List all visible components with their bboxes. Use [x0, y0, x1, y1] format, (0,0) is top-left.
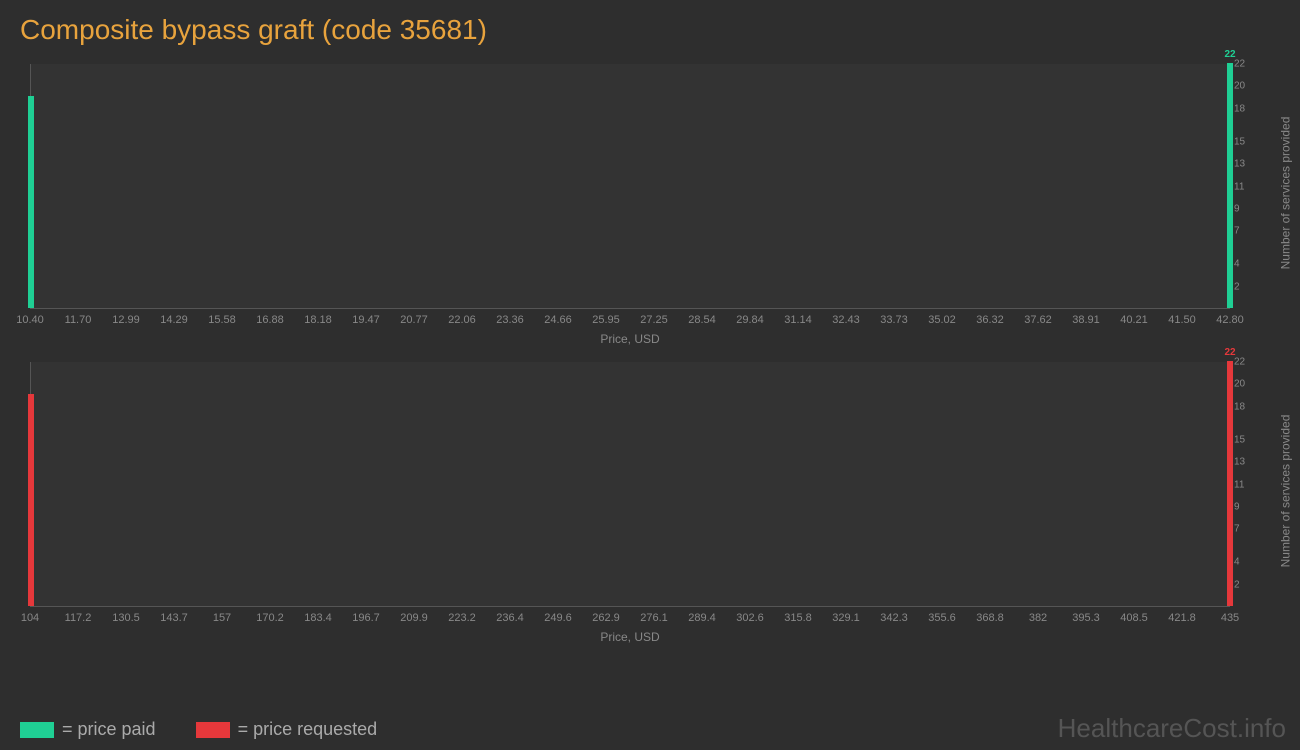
- y-tick: 2: [1234, 579, 1240, 590]
- x-tick: 289.4: [688, 612, 716, 624]
- bar: 22: [1227, 63, 1233, 308]
- x-tick: 183.4: [304, 612, 332, 624]
- x-tick: 196.7: [352, 612, 380, 624]
- x-tick: 38.91: [1072, 314, 1100, 326]
- bar: [28, 394, 34, 606]
- x-tick: 10.40: [16, 314, 44, 326]
- y-tick: 9: [1234, 501, 1240, 512]
- x-tick: 36.32: [976, 314, 1004, 326]
- x-tick: 27.25: [640, 314, 668, 326]
- charts-container: 2210.4011.7012.9914.2915.5816.8818.1819.…: [0, 64, 1300, 652]
- bar: 22: [1227, 361, 1233, 606]
- x-tick: 329.1: [832, 612, 860, 624]
- bar: [28, 96, 34, 308]
- x-tick: 41.50: [1168, 314, 1196, 326]
- y-tick: 18: [1234, 401, 1245, 412]
- chart-1: 22104117.2130.5143.7157170.2183.4196.720…: [30, 362, 1230, 652]
- x-axis-label: Price, USD: [30, 332, 1230, 346]
- x-tick: 18.18: [304, 314, 332, 326]
- y-ticks: 2479111315182022: [1234, 362, 1258, 607]
- y-tick: 11: [1234, 181, 1244, 192]
- x-tick: 143.7: [160, 612, 188, 624]
- x-tick: 32.43: [832, 314, 860, 326]
- x-tick: 29.84: [736, 314, 764, 326]
- x-tick: 355.6: [928, 612, 956, 624]
- x-axis-label: Price, USD: [30, 630, 1230, 644]
- x-tick: 302.6: [736, 612, 764, 624]
- y-tick: 18: [1234, 103, 1245, 114]
- x-tick: 315.8: [784, 612, 812, 624]
- x-tick: 117.2: [65, 612, 92, 624]
- x-tick: 236.4: [496, 612, 524, 624]
- y-tick: 22: [1234, 357, 1245, 368]
- x-tick: 209.9: [400, 612, 428, 624]
- x-tick: 23.36: [496, 314, 524, 326]
- x-tick: 130.5: [112, 612, 140, 624]
- legend-swatch-requested: [196, 722, 230, 738]
- y-tick: 20: [1234, 379, 1245, 390]
- x-tick: 15.58: [208, 314, 236, 326]
- x-tick: 24.66: [544, 314, 572, 326]
- x-tick: 382: [1029, 612, 1047, 624]
- y-tick: 7: [1234, 226, 1240, 237]
- x-tick: 408.5: [1120, 612, 1148, 624]
- x-ticks: 104117.2130.5143.7157170.2183.4196.7209.…: [30, 612, 1230, 626]
- x-tick: 42.80: [1216, 314, 1244, 326]
- y-tick: 22: [1234, 59, 1245, 70]
- x-tick: 28.54: [688, 314, 716, 326]
- watermark: HealthcareCost.info: [1058, 713, 1286, 744]
- y-tick: 15: [1234, 136, 1245, 147]
- y-tick: 15: [1234, 434, 1245, 445]
- x-tick: 395.3: [1072, 612, 1100, 624]
- x-tick: 342.3: [880, 612, 908, 624]
- x-tick: 25.95: [592, 314, 620, 326]
- x-tick: 368.8: [976, 612, 1004, 624]
- y-tick: 20: [1234, 81, 1245, 92]
- x-tick: 249.6: [544, 612, 572, 624]
- y-tick: 13: [1234, 159, 1245, 170]
- x-tick: 157: [213, 612, 231, 624]
- x-ticks: 10.4011.7012.9914.2915.5816.8818.1819.47…: [30, 314, 1230, 328]
- plot-1: 22: [30, 362, 1230, 607]
- x-tick: 276.1: [640, 612, 668, 624]
- x-tick: 223.2: [448, 612, 476, 624]
- legend-label-requested: = price requested: [238, 719, 378, 740]
- x-tick: 104: [21, 612, 39, 624]
- x-tick: 33.73: [880, 314, 908, 326]
- x-tick: 435: [1221, 612, 1239, 624]
- x-tick: 11.70: [65, 314, 92, 326]
- x-tick: 37.62: [1024, 314, 1052, 326]
- x-tick: 16.88: [256, 314, 284, 326]
- y-tick: 9: [1234, 203, 1240, 214]
- y-tick: 7: [1234, 524, 1240, 535]
- x-tick: 421.8: [1168, 612, 1196, 624]
- legend-item-requested: = price requested: [196, 719, 378, 740]
- y-axis-label: Number of services provided: [1279, 415, 1293, 568]
- x-tick: 262.9: [592, 612, 620, 624]
- x-tick: 35.02: [928, 314, 956, 326]
- x-tick: 22.06: [448, 314, 476, 326]
- y-tick: 11: [1234, 479, 1244, 490]
- chart-title: Composite bypass graft (code 35681): [0, 0, 1300, 56]
- legend-label-paid: = price paid: [62, 719, 156, 740]
- x-tick: 20.77: [400, 314, 428, 326]
- legend-swatch-paid: [20, 722, 54, 738]
- y-tick: 4: [1234, 557, 1240, 568]
- x-tick: 40.21: [1120, 314, 1148, 326]
- x-tick: 19.47: [352, 314, 380, 326]
- x-tick: 12.99: [112, 314, 140, 326]
- y-ticks: 2479111315182022: [1234, 64, 1258, 309]
- y-tick: 2: [1234, 281, 1240, 292]
- y-tick: 4: [1234, 259, 1240, 270]
- legend: = price paid = price requested: [20, 719, 377, 740]
- y-axis-label: Number of services provided: [1279, 117, 1293, 270]
- x-tick: 14.29: [160, 314, 188, 326]
- chart-0: 2210.4011.7012.9914.2915.5816.8818.1819.…: [30, 64, 1230, 354]
- y-tick: 13: [1234, 457, 1245, 468]
- plot-0: 22: [30, 64, 1230, 309]
- legend-item-paid: = price paid: [20, 719, 156, 740]
- x-tick: 170.2: [256, 612, 284, 624]
- x-tick: 31.14: [784, 314, 812, 326]
